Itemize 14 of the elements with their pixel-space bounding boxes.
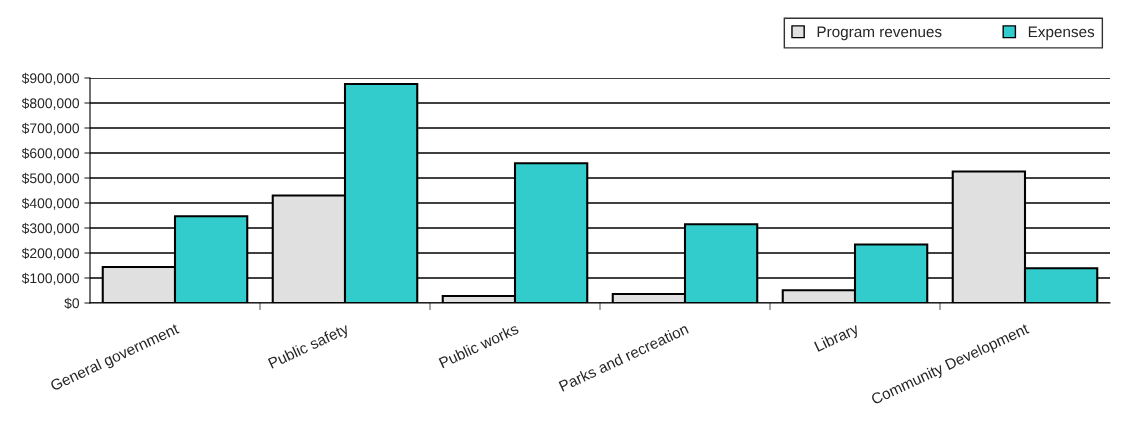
y-tick-label: $200,000 [21,247,80,260]
y-tick-label: $300,000 [21,222,80,235]
x-tick-label: Public safety [267,322,351,372]
y-tick-label: $700,000 [21,122,80,135]
y-tick-label: $600,000 [21,147,80,160]
y-tick-label: $900,000 [21,72,80,85]
y-tick-label: $0 [64,297,80,309]
y-tick-label: $800,000 [21,97,80,110]
legend-label: Expenses [1028,26,1095,41]
legend-label: Program revenues [817,26,942,41]
x-tick-label: Public works [438,322,520,369]
y-tick-label: $500,000 [21,172,80,185]
y-tick-label: $400,000 [21,197,80,210]
y-tick-label: $100,000 [21,272,80,285]
